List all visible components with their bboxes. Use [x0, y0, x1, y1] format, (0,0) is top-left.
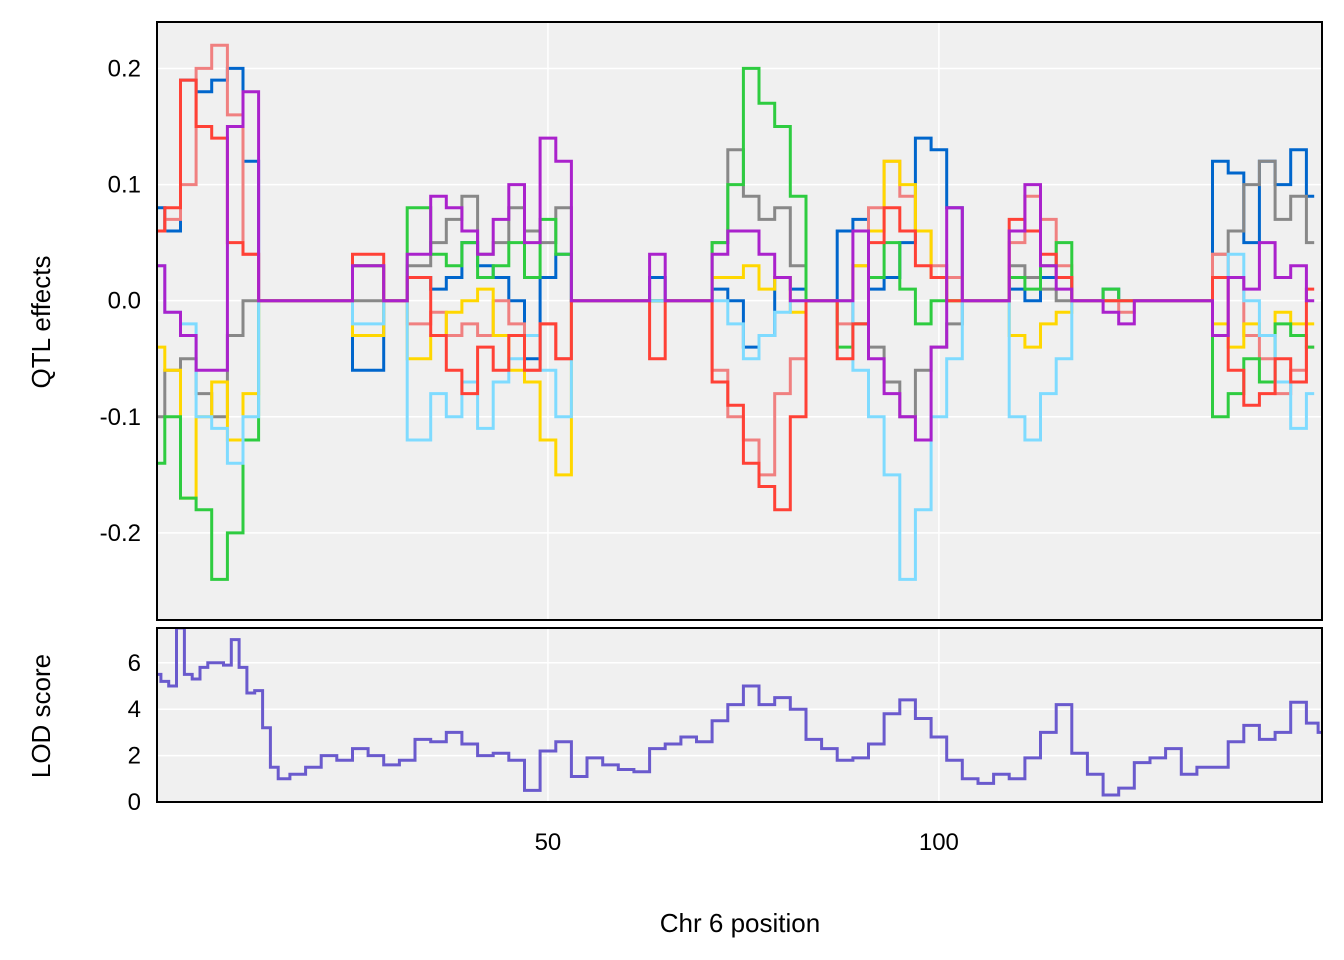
lod-series-line-1 — [157, 628, 1322, 797]
effects-y-tick-label: 0.2 — [108, 55, 141, 82]
lod-y-tick-label: 6 — [128, 650, 141, 677]
effects-plot-background — [157, 22, 1322, 620]
x-axis-title: Chr 6 position — [660, 908, 820, 938]
effects-y-tick-label: 0.1 — [108, 172, 141, 199]
effects-plot-frame — [156, 21, 1323, 621]
lod-plot-background — [157, 628, 1322, 802]
lod-plot-frame — [156, 627, 1323, 803]
effects-y-tick-label: 0.0 — [108, 288, 141, 315]
effects-panel: -0.2 -0.1 0.0 0.1 0.2 — [100, 21, 1323, 621]
lod-x-tick-label: 100 — [919, 829, 959, 856]
lod-panel: 0 2 4 6 50 100 — [128, 627, 1323, 856]
lod-y-tick-label: 2 — [128, 743, 141, 770]
lod-x-tick-label: 50 — [535, 829, 562, 856]
lod-series-group — [157, 628, 1322, 797]
effects-series-group — [157, 43, 1315, 581]
lod-y-axis-title: LOD score — [26, 654, 56, 778]
lod-y-tick-label: 4 — [128, 696, 141, 723]
effects-y-axis-title: QTL effects — [26, 256, 56, 389]
effects-y-tick-label: -0.1 — [100, 404, 141, 431]
effects-y-tick-label: -0.2 — [100, 520, 141, 547]
effects-series-line-8 — [157, 90, 1315, 442]
lod-y-tick-label: 0 — [128, 789, 141, 816]
